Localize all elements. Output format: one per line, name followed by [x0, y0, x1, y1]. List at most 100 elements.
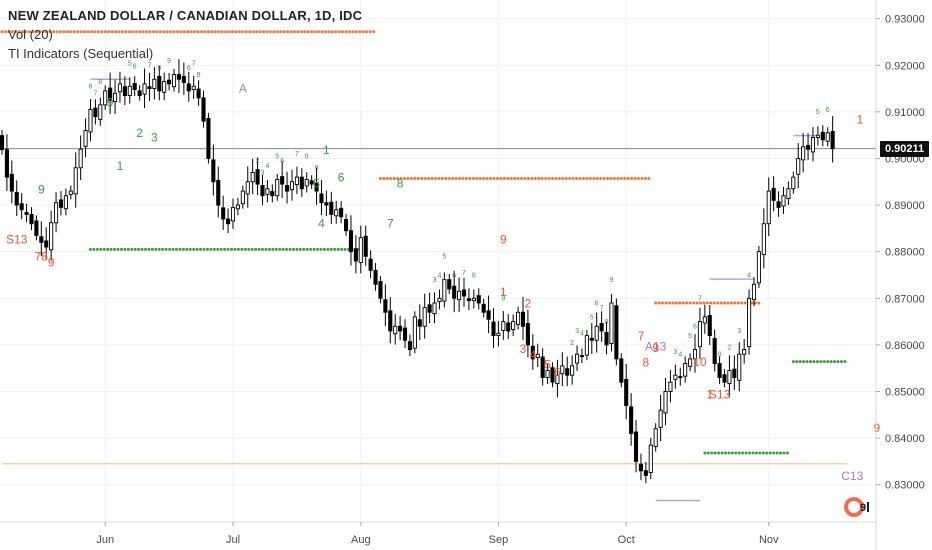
setup-count: 8 [718, 352, 722, 359]
support-dot [329, 247, 333, 251]
resistance-dot [705, 301, 709, 305]
support-dot [798, 360, 802, 364]
resistance-dot [437, 177, 441, 181]
setup-count: 6 [280, 158, 284, 165]
resistance-dot [175, 30, 179, 34]
candle-down [402, 327, 408, 341]
support-dot [199, 247, 203, 251]
resistance-dot [65, 30, 69, 34]
resistance-dot [337, 30, 341, 34]
resistance-dot [69, 30, 73, 34]
resistance-dot [640, 177, 644, 181]
volume-indicator-label[interactable]: Vol (20) [8, 27, 53, 42]
support-dot [171, 247, 175, 251]
price-axis[interactable]: 0.930000.920000.910000.900000.890000.880… [876, 14, 925, 492]
resistance-dot [585, 177, 589, 181]
candle-down [270, 191, 275, 197]
chart-legend: NEW ZEALAND DOLLAR / CANADIAN DOLLAR, 1D… [8, 8, 362, 61]
resistance-dot [110, 30, 114, 34]
setup-count: 3 [433, 277, 437, 284]
resistance-dot [509, 177, 513, 181]
tradingview-logo-icon[interactable]: 9 [842, 494, 878, 520]
resistance-dot [141, 30, 145, 34]
resistance-dot [750, 301, 754, 305]
resistance-dot [313, 30, 317, 34]
support-dot [815, 360, 819, 364]
symbol-title[interactable]: NEW ZEALAND DOLLAR / CANADIAN DOLLAR, 1D… [8, 8, 363, 23]
candle-up [162, 81, 167, 93]
sequential-indicator-label[interactable]: TI Indicators (Sequential) [8, 46, 154, 61]
support-dot [802, 360, 806, 364]
setup-count: 4 [265, 163, 269, 170]
resistance-dot [602, 177, 606, 181]
resistance-dot [279, 30, 283, 34]
resistance-dot [248, 30, 252, 34]
setup-count: 7 [600, 305, 604, 312]
support-dot [737, 451, 741, 455]
candle-up [791, 176, 796, 190]
candle-up [756, 251, 761, 284]
support-dot [147, 247, 151, 251]
support-dot [723, 451, 727, 455]
resistance-dot [10, 30, 14, 34]
candle-down [353, 248, 358, 262]
resistance-dot [447, 177, 451, 181]
setup-count: 4 [437, 272, 441, 279]
candle-down [771, 187, 776, 201]
candle-down [167, 79, 172, 85]
sequential-label-sell: 7 [638, 329, 645, 343]
candle-down [540, 356, 545, 378]
candle-down [309, 180, 314, 185]
support-dot [88, 247, 92, 251]
resistance-dot [72, 30, 76, 34]
candle-up [78, 148, 83, 169]
support-dot [119, 247, 123, 251]
support-dot [264, 247, 268, 251]
resistance-dot [513, 177, 517, 181]
support-dot [312, 247, 316, 251]
support-dot [161, 247, 165, 251]
sequential-label-sell: 1 [500, 285, 507, 299]
candle-down [9, 173, 14, 192]
resistance-dot [234, 30, 238, 34]
sequential-label-buy: 7 [387, 216, 394, 230]
resistance-dot [616, 177, 620, 181]
candle-down [201, 97, 206, 122]
candle-down [58, 199, 64, 208]
resistance-dot [471, 177, 475, 181]
resistance-dot [172, 30, 176, 34]
time-axis[interactable]: Jun Jul Aug Sep Oct Nov [96, 522, 779, 546]
resistance-dot [310, 30, 314, 34]
resistance-dot [458, 177, 462, 181]
candle-up [570, 365, 575, 376]
resistance-dot [430, 177, 434, 181]
resistance-dot [303, 30, 307, 34]
setup-count: 7 [295, 151, 299, 158]
support-dot [843, 360, 847, 364]
candle-down [447, 279, 452, 290]
candle-down [417, 319, 422, 327]
support-dot [765, 451, 769, 455]
resistance-dot [664, 301, 668, 305]
sequential-label-buy: 2 [136, 126, 143, 140]
candle-up [275, 178, 280, 197]
resistance-dot [206, 30, 210, 34]
resistance-dot [151, 30, 155, 34]
setup-count: 7 [462, 270, 466, 277]
setup-count: 5 [590, 314, 594, 321]
logo-digit: 9 [860, 502, 866, 514]
price-tick-label: 0.86000 [885, 340, 925, 352]
resistance-dot [647, 177, 651, 181]
candle-down [378, 281, 383, 299]
resistance-dot [299, 30, 303, 34]
resistance-dot [571, 177, 575, 181]
sequential-label-sell: 5 [544, 358, 551, 372]
candle-down [147, 86, 152, 90]
resistance-dot [661, 301, 665, 305]
resistance-dot [255, 30, 259, 34]
resistance-dot [485, 177, 489, 181]
resistance-dot [231, 30, 235, 34]
candle-up [265, 188, 270, 195]
price-tick-label: 0.87000 [885, 293, 925, 305]
